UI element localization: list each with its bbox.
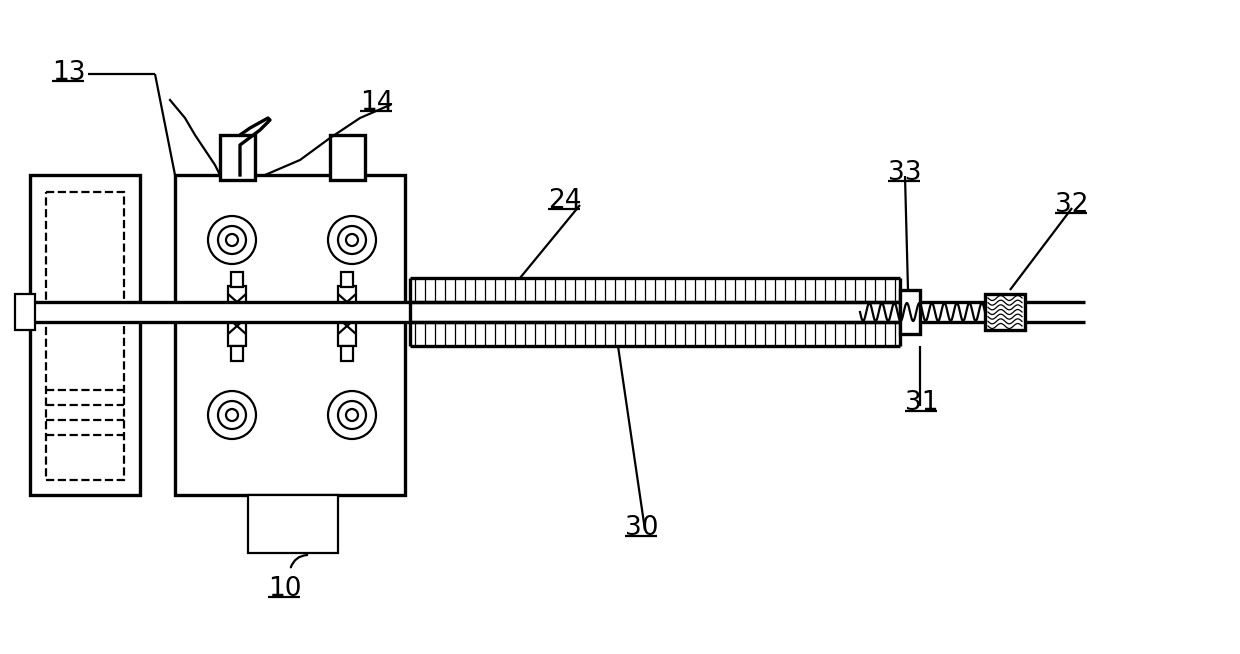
Circle shape [208,216,255,264]
Text: 14: 14 [360,90,393,116]
Bar [341,272,353,287]
Circle shape [226,234,238,246]
Text: 10: 10 [268,576,301,602]
Circle shape [339,226,366,254]
Bar [248,495,339,553]
Bar [341,346,353,361]
Text: 31: 31 [905,390,939,416]
Bar [228,286,246,346]
Circle shape [346,234,358,246]
Text: 24: 24 [548,188,582,214]
Bar [231,346,243,361]
Bar [30,175,140,495]
Circle shape [329,216,376,264]
Circle shape [226,409,238,421]
Bar [330,135,365,180]
Text: 32: 32 [1055,192,1089,218]
Bar [219,135,255,180]
Circle shape [346,409,358,421]
Bar [231,272,243,287]
Bar [900,290,920,334]
Bar [339,286,356,346]
Circle shape [218,226,246,254]
Circle shape [218,401,246,429]
Text: 33: 33 [888,160,921,186]
Bar [175,175,405,495]
Circle shape [208,391,255,439]
Circle shape [339,401,366,429]
Circle shape [329,391,376,439]
Text: 30: 30 [625,515,658,541]
Bar [46,192,124,480]
Bar [985,294,1025,330]
Text: 13: 13 [52,60,86,86]
Bar [15,294,35,330]
Bar [15,302,1085,322]
